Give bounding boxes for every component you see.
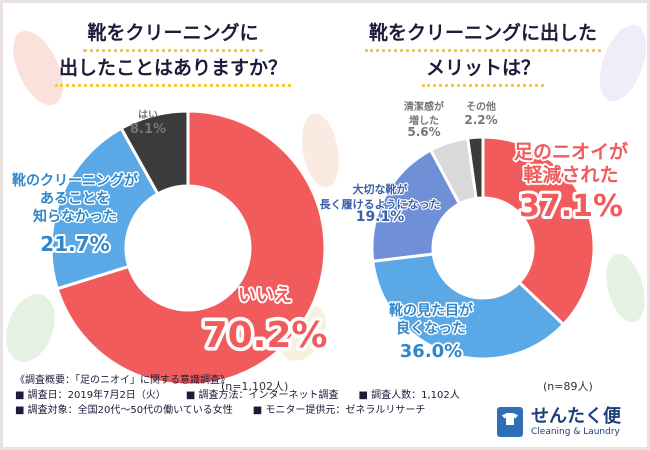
slice-value-label: 8.1% bbox=[130, 122, 166, 137]
slice-label: 知らなかった bbox=[33, 208, 117, 225]
right-title-line2: メリットは？ bbox=[421, 52, 544, 87]
survey-target: ■ 調査対象：全国20代〜50代の働いている女性 bbox=[15, 405, 233, 416]
survey-summary: 《調査概要：「足のニオイ」に関する意識調査》 ■ 調査日：2019年7月2日（火… bbox=[15, 373, 485, 418]
survey-method: ■ 調査方法：インターネット調査 bbox=[185, 390, 339, 401]
slice-label: 増した bbox=[409, 114, 439, 127]
slice-value-label: 21.7% bbox=[40, 232, 109, 256]
survey-provider: ■ モニター提供元：ゼネラルリサーチ bbox=[252, 405, 426, 416]
slice-value-label: 2.2% bbox=[464, 113, 497, 127]
left-title-line2: 出したことはありますか？ bbox=[54, 52, 291, 87]
survey-heading: 《調査概要：「足のニオイ」に関する意識調査》 bbox=[15, 375, 230, 386]
slice-label: 良くなった bbox=[396, 320, 466, 337]
left-sample-size: (n=1,102人) bbox=[221, 380, 289, 393]
pie-slice bbox=[371, 252, 566, 361]
slice-label: 大切な靴が bbox=[353, 182, 408, 196]
brand-logo: せんたく便 Cleaning & Laundry bbox=[497, 401, 647, 443]
right-sample-size: (n=89人) bbox=[543, 380, 593, 393]
slice-label: あることを bbox=[40, 191, 110, 207]
slice-label: その他 bbox=[466, 100, 496, 113]
brand-name: せんたく便 bbox=[531, 405, 621, 427]
pie-slice bbox=[481, 135, 596, 327]
pie-slice bbox=[55, 109, 327, 387]
slice-label: 長く履けるようになった bbox=[320, 198, 441, 211]
pie-slice bbox=[119, 109, 190, 196]
shirt-logo-icon bbox=[497, 407, 523, 437]
slice-label: 足のニオイが bbox=[514, 140, 628, 163]
left-chart-title: 靴をクリーニングに 出したことはありますか？ bbox=[43, 17, 303, 87]
survey-count: ■ 調査人数：1,102人 bbox=[358, 390, 460, 401]
brand-tagline: Cleaning & Laundry bbox=[531, 426, 620, 437]
slice-label: はい bbox=[138, 109, 158, 121]
right-chart-title: 靴をクリーニングに出した メリットは？ bbox=[343, 17, 623, 87]
left-title-line1: 靴をクリーニングに bbox=[83, 17, 263, 52]
slice-label: 軽減された bbox=[523, 163, 618, 186]
slice-label: 靴のクリーニングが bbox=[12, 172, 139, 189]
survey-date: ■ 調査日：2019年7月2日（火） bbox=[15, 390, 166, 401]
slice-value-label: 70.2% bbox=[203, 315, 328, 356]
pie-slice bbox=[49, 126, 160, 291]
slice-value-label: 36.0% bbox=[400, 341, 462, 362]
slice-value-label: 5.6% bbox=[407, 125, 440, 139]
pie-slice bbox=[370, 148, 462, 263]
slice-label: 靴の見た目が bbox=[389, 302, 474, 319]
right-title-line1: 靴をクリーニングに出した bbox=[364, 17, 601, 52]
slice-label: 清潔感が bbox=[404, 100, 445, 113]
pie-slice bbox=[466, 135, 485, 201]
slice-value-label: 37.1% bbox=[519, 189, 623, 224]
slice-label: いいえ bbox=[238, 285, 292, 306]
slice-value-label: 19.1% bbox=[356, 209, 405, 225]
